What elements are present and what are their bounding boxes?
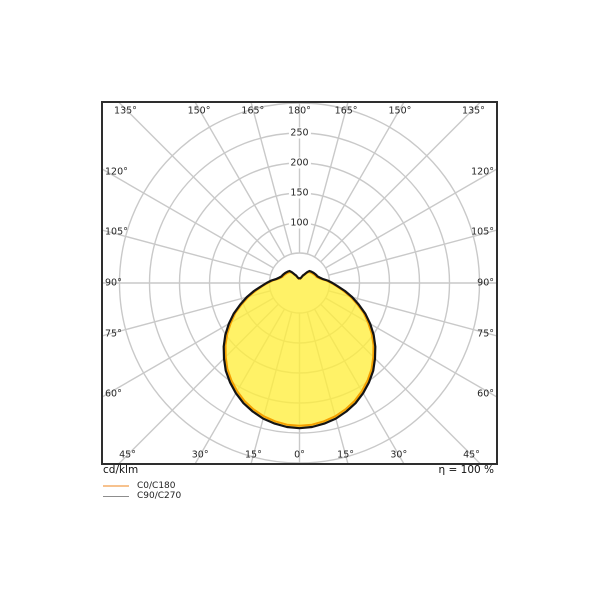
legend: C0/C180 C90/C270 bbox=[103, 481, 181, 501]
legend-label-c0-c180: C0/C180 bbox=[137, 481, 176, 491]
legend-item-c0-c180: C0/C180 bbox=[103, 481, 181, 491]
footer-row: cd/klm η = 100 % bbox=[103, 464, 494, 476]
efficiency-label: η = 100 % bbox=[438, 464, 494, 476]
legend-item-c90-c270: C90/C270 bbox=[103, 491, 181, 501]
legend-swatch-c0-c180 bbox=[103, 485, 129, 487]
legend-swatch-c90-c270 bbox=[103, 495, 129, 497]
legend-label-c90-c270: C90/C270 bbox=[137, 491, 182, 501]
distribution-fill bbox=[223, 271, 376, 429]
unit-label: cd/klm bbox=[103, 464, 139, 476]
curve-c0-c180 bbox=[224, 271, 375, 427]
plot-border bbox=[101, 101, 498, 465]
curve-c90-c270 bbox=[222, 269, 377, 430]
